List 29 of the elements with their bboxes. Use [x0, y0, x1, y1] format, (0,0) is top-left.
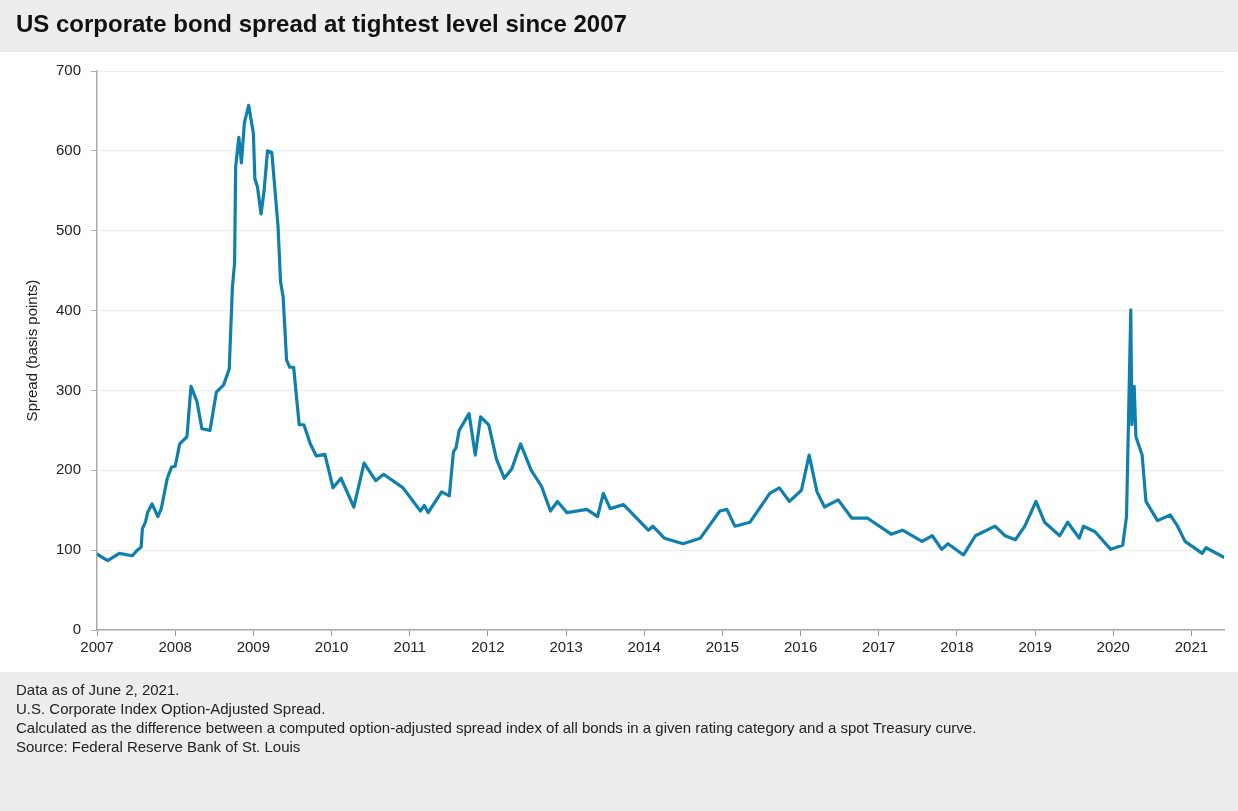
x-tick-label: 2021: [1174, 638, 1209, 656]
text: U.S. Corporate Index Option-Adjusted Spread.: [16, 699, 327, 718]
x-tick-label: 2013: [549, 638, 583, 656]
y-tick-label: 500: [56, 220, 82, 238]
x-tick-label: 2017: [862, 638, 896, 656]
chart-title: US corporate bond spread at tightest level since 2007: [0, 0, 1238, 52]
text: Data as of June 2, 2021.: [16, 680, 181, 699]
y-tick-label: 0: [72, 620, 82, 638]
x-tick-label: 2011: [393, 638, 426, 656]
x-tick-label: 2008: [158, 638, 192, 656]
y-tick-label: 300: [56, 380, 82, 398]
x-tick-label: 2019: [1018, 638, 1052, 656]
y-tick-label: 400: [56, 300, 82, 318]
x-tick-label: 2016: [783, 638, 818, 656]
source-note: Source: Federal Reserve Bank of St. Louis: [16, 737, 302, 756]
x-tick-label: 2010: [314, 638, 349, 656]
x-tick-label: 2018: [940, 638, 974, 656]
y-axis-title: Spread (basis points): [23, 279, 41, 422]
x-tick-label: 2009: [236, 638, 271, 656]
text: Calculated as the difference between a computed option-adjusted spread index of all bonds in a given rating category and a spot Treasury curve.: [16, 718, 978, 737]
x-tick-label: 2014: [627, 638, 661, 656]
x-tick-label: 2020: [1096, 638, 1130, 656]
y-tick-label: 600: [56, 141, 82, 158]
x-tick-label: 2015: [705, 638, 740, 656]
x-tick-label: 2012: [471, 638, 505, 656]
x-tick-label: 2007: [80, 638, 114, 656]
y-tick-label: 700: [56, 61, 82, 79]
y-tick-label: 100: [56, 540, 82, 558]
y-tick-label: 200: [56, 460, 82, 478]
